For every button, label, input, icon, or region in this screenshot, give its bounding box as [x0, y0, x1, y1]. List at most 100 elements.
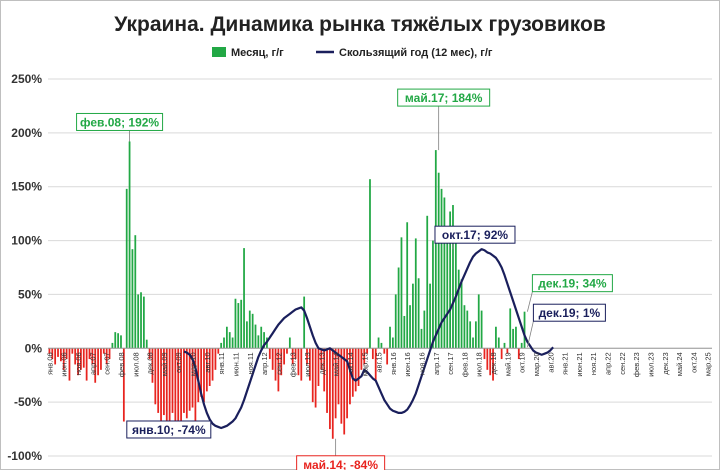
bar [429, 283, 431, 349]
bar [171, 348, 174, 413]
x-tick-label: июл.13 [303, 352, 312, 376]
bar [165, 348, 168, 430]
bar [246, 321, 248, 349]
x-tick-label: фев.13 [289, 352, 298, 377]
bar [57, 348, 59, 357]
bar [337, 348, 340, 405]
x-tick-label: авг.20 [546, 352, 555, 372]
x-tick-label: фев.08 [117, 352, 126, 377]
bar [449, 211, 451, 349]
bar [457, 269, 460, 349]
bar [486, 348, 489, 370]
annotation-label: май.14; -84% [303, 458, 378, 470]
bar [211, 348, 214, 381]
bar [477, 294, 480, 349]
bar [54, 348, 57, 365]
x-tick-label: сен.07 [103, 352, 112, 375]
bar [100, 348, 102, 370]
bar [280, 348, 283, 376]
y-tick-label: 150% [11, 180, 42, 194]
bar [343, 348, 346, 435]
bar [197, 348, 200, 403]
x-tick-label: ноя.21 [589, 352, 598, 375]
x-tick-label: ноя.16 [417, 352, 426, 375]
bar [314, 348, 317, 408]
x-tick-label: янв.11 [217, 352, 226, 374]
bar [443, 197, 446, 349]
x-tick-label: июн.11 [231, 352, 240, 376]
annotation: янв.10; -74% [126, 420, 212, 439]
bar [128, 141, 131, 349]
x-tick-label: апр.07 [88, 352, 97, 375]
bar [417, 278, 420, 349]
bar [68, 348, 71, 381]
bar [174, 348, 177, 433]
bar [223, 337, 225, 349]
bar [108, 348, 111, 360]
x-tick-label: дек.18 [489, 352, 498, 374]
annotation-label: дек.19; 34% [538, 277, 607, 291]
bar [366, 348, 368, 354]
x-tick-label: мар.15 [360, 352, 369, 376]
bar [492, 348, 494, 381]
bar [134, 235, 137, 349]
bar [331, 348, 334, 439]
x-tick-label: май.24 [675, 352, 684, 376]
legend-swatch-monthly [212, 47, 226, 57]
bar [160, 348, 162, 424]
bar [140, 292, 142, 349]
bar [406, 222, 409, 349]
bar [194, 348, 197, 426]
bar [472, 337, 474, 349]
bar [200, 348, 202, 397]
bar [303, 296, 306, 349]
legend: Месяц, г/г Скользящий год (12 мес), г/г [212, 47, 493, 59]
bar [320, 348, 323, 370]
bar [217, 348, 220, 354]
bar [157, 348, 160, 413]
bar [74, 348, 77, 365]
bar [503, 342, 506, 349]
bar [111, 342, 114, 349]
bar [183, 348, 185, 413]
annotation: дек.19; 34% [527, 274, 613, 312]
bar [515, 326, 517, 349]
annotation-label: фев.08; 192% [80, 115, 159, 129]
annotation-box [76, 112, 164, 131]
x-tick-label: апр.22 [604, 352, 613, 375]
bar [463, 305, 466, 349]
bar [340, 348, 343, 424]
bar [228, 332, 231, 349]
bar [432, 240, 434, 349]
bar [59, 348, 62, 362]
x-tick-label: ноя.06 [74, 352, 83, 375]
bar [469, 321, 472, 349]
bar [220, 342, 223, 349]
bar [412, 283, 414, 349]
y-tick-label: 100% [11, 234, 42, 248]
x-tick-label: янв.16 [389, 352, 398, 375]
bar [91, 348, 94, 365]
bar [497, 337, 500, 349]
bar [185, 348, 188, 419]
bar [495, 326, 497, 349]
bar [243, 248, 245, 349]
y-tick-label: -50% [14, 395, 42, 409]
bar [203, 348, 205, 403]
bar [326, 348, 328, 413]
bar [308, 348, 311, 381]
bar [294, 348, 297, 360]
x-tick-label: мар.25 [704, 352, 713, 376]
bar [377, 337, 380, 349]
bar [163, 348, 165, 416]
bar [426, 215, 429, 349]
x-tick-label: май.09 [160, 352, 169, 376]
bar [437, 172, 440, 349]
x-tick-label: апр.17 [432, 352, 441, 375]
bar [480, 310, 483, 349]
annotation-box [434, 225, 516, 244]
x-tick-label: апр.12 [260, 352, 269, 375]
x-tick-label: фев.23 [632, 352, 641, 377]
bar [323, 348, 326, 392]
